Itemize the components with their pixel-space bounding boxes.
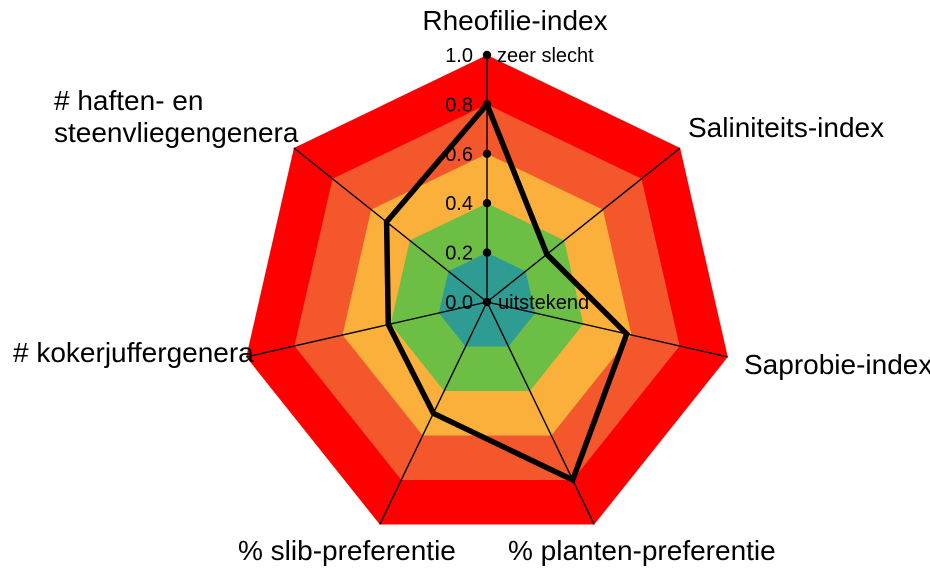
tick-label-0.2: 0.2 — [445, 243, 473, 265]
axis-label-kokerjuffergenera: # kokerjuffergenera — [13, 337, 254, 368]
axis-label-planten-preferentie: % planten-preferentie — [508, 535, 776, 566]
tick-label-0.0: 0.0 — [445, 292, 473, 314]
tick-dot-0.6 — [482, 149, 492, 158]
axis-spoke — [246, 301, 488, 358]
axis-label-haften-line1: # haften- en — [54, 85, 204, 116]
axis-label-rheofilie-index: Rheofilie-index — [422, 5, 608, 36]
axis-label-saliniteits-index: Saliniteits-index — [688, 112, 885, 143]
axis-label-haften-line2: steenvliegengenera — [54, 117, 299, 149]
scale-annotation-max: zeer slecht — [497, 45, 594, 67]
tick-dot-0.8 — [482, 100, 492, 109]
tick-label-0.4: 0.4 — [445, 193, 473, 215]
tick-label-0.8: 0.8 — [445, 94, 473, 116]
tick-label-0.6: 0.6 — [445, 144, 473, 166]
tick-label-1.0: 1.0 — [445, 45, 473, 67]
axis-label-slib-preferentie: % slib-preferentie — [238, 535, 456, 566]
tick-dot-1.0 — [482, 50, 492, 60]
axis-label-haften-steenvliegengenera: # haften- en steenvliegengenera — [54, 85, 298, 149]
tick-dot-0.0 — [482, 297, 492, 307]
tick-dot-0.4 — [482, 199, 492, 208]
axis-spoke — [293, 147, 488, 303]
axis-spoke — [486, 301, 728, 358]
axis-label-saprobie-index: Saprobie-index — [744, 349, 930, 380]
tick-dot-0.2 — [482, 248, 492, 257]
scale-annotation-min: uitstekend — [498, 292, 589, 314]
axis-spoke — [486, 147, 681, 303]
axis-spoke — [486, 301, 595, 525]
data-series-polygon — [383, 99, 630, 484]
